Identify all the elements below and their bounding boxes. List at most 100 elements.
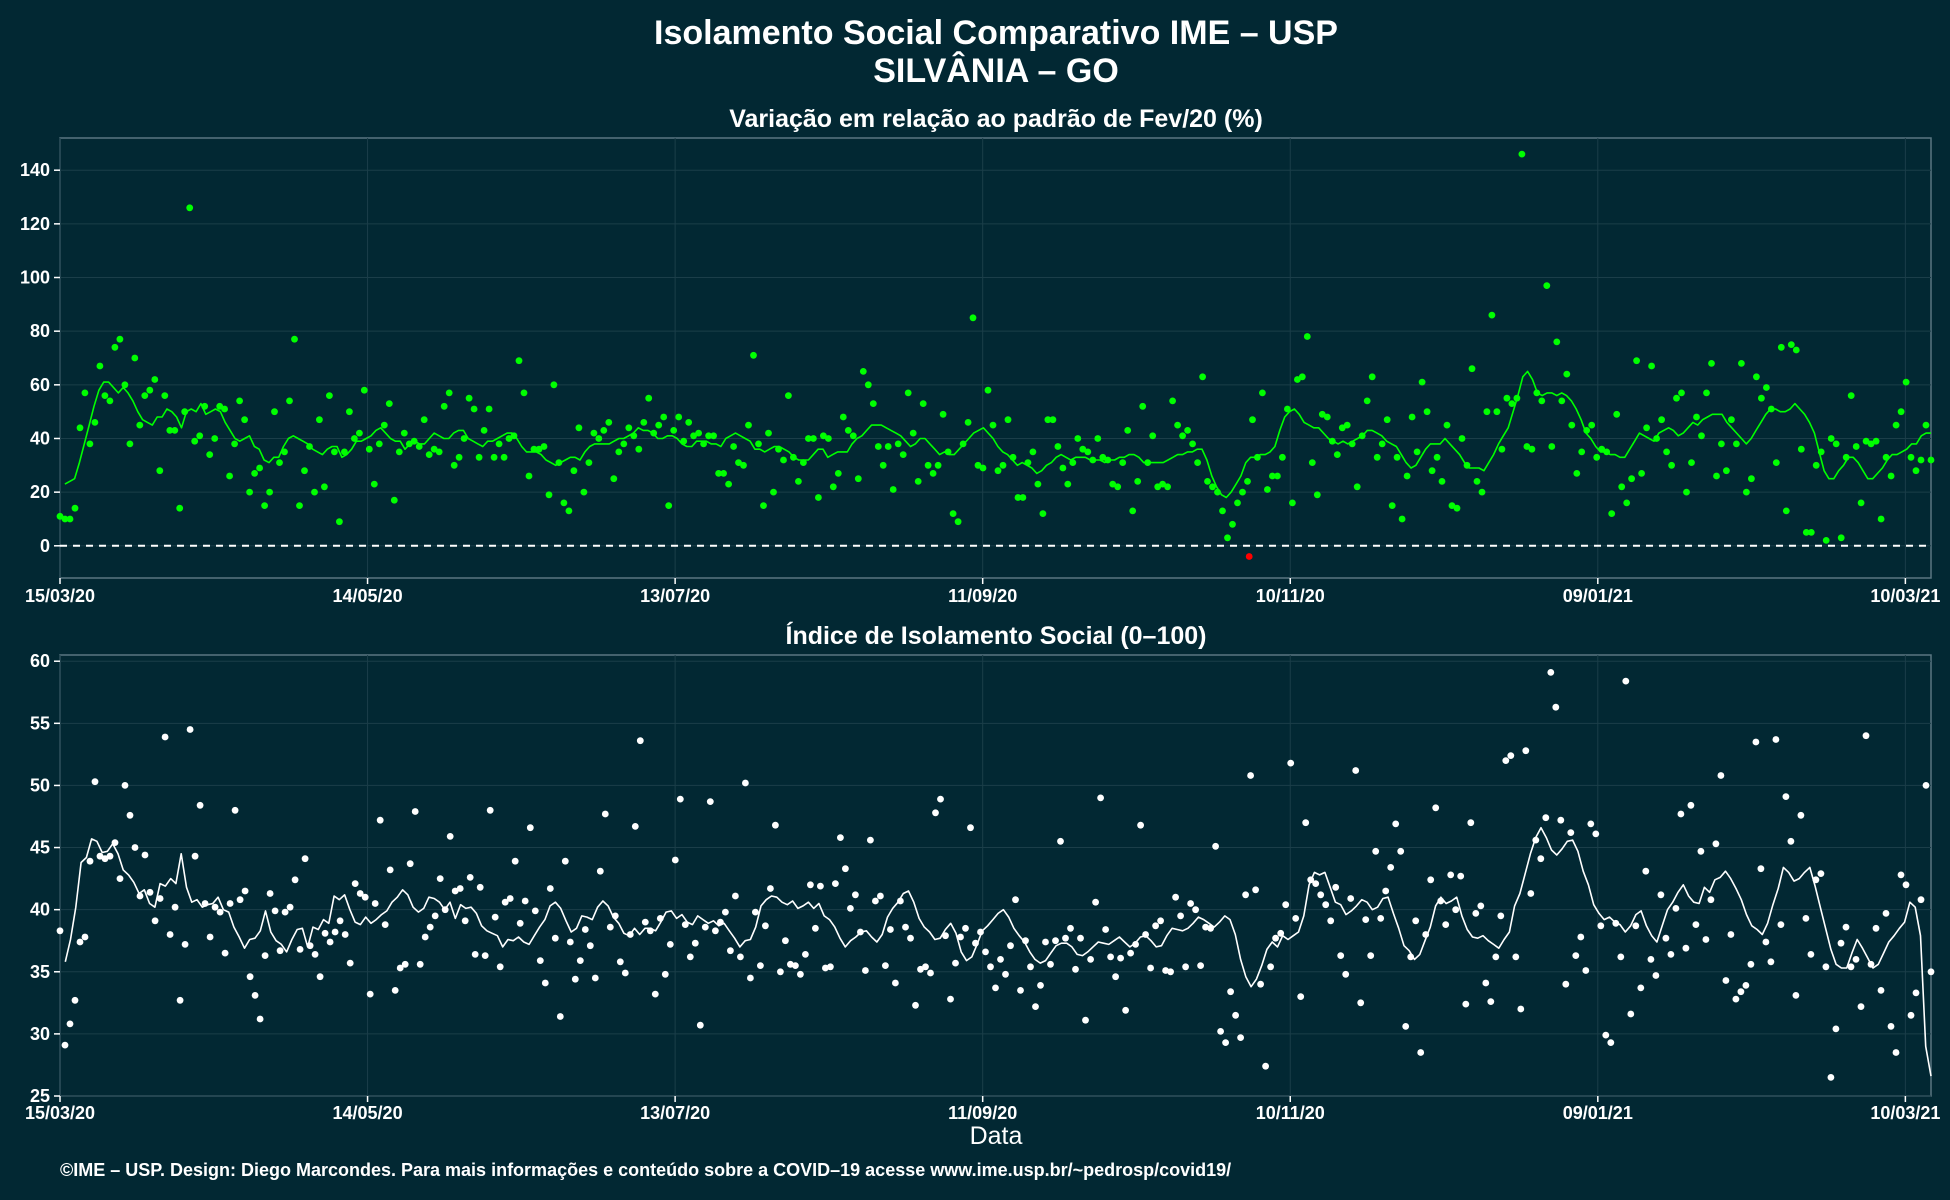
data-point <box>1134 478 1142 485</box>
data-point <box>1753 373 1760 381</box>
y-tick-label: 100 <box>20 268 50 288</box>
data-point <box>1052 937 1059 945</box>
data-point <box>1313 491 1321 499</box>
data-point <box>370 480 378 488</box>
data-point <box>1847 392 1855 399</box>
data-point <box>1887 1023 1895 1030</box>
data-point <box>712 927 719 935</box>
data-point <box>825 435 832 442</box>
x-axis-label: Data <box>970 1122 1023 1150</box>
data-point <box>1658 416 1665 424</box>
data-point <box>136 421 144 429</box>
data-point <box>1917 896 1925 904</box>
data-point <box>737 953 744 961</box>
x-tick-label: 15/03/20 <box>25 586 95 606</box>
x-tick-label: 13/07/20 <box>640 586 710 606</box>
data-point <box>490 453 498 461</box>
data-point <box>1572 952 1580 959</box>
data-point <box>1152 922 1159 930</box>
data-point <box>1683 488 1690 496</box>
data-point <box>1159 480 1166 488</box>
data-point <box>81 389 89 397</box>
data-point <box>715 470 722 477</box>
data-point <box>1337 952 1345 959</box>
data-point <box>441 906 449 914</box>
data-point <box>331 448 338 456</box>
data-point <box>767 885 774 892</box>
data-point <box>151 376 159 383</box>
data-point <box>1097 794 1104 802</box>
data-point <box>286 397 293 405</box>
data-point <box>1422 931 1430 938</box>
data-point <box>415 443 423 450</box>
data-point <box>116 875 124 882</box>
data-point <box>171 903 179 911</box>
y-tick-label: 55 <box>30 713 50 733</box>
data-point <box>1124 427 1132 434</box>
data-point <box>231 806 239 814</box>
data-point <box>1698 432 1705 440</box>
data-point <box>360 386 368 394</box>
data-point <box>586 942 594 950</box>
data-point <box>1608 510 1616 517</box>
data-point <box>1877 515 1885 523</box>
data-point <box>742 779 749 787</box>
data-point <box>565 507 573 515</box>
data-point <box>600 427 608 434</box>
data-point <box>1347 895 1355 902</box>
data-point <box>321 483 328 491</box>
y-tick-label: 60 <box>30 651 50 671</box>
data-point <box>491 913 499 921</box>
data-point <box>1588 421 1596 429</box>
variation-panel-title: Variação em relação ao padrão de Fev/20 … <box>729 105 1263 133</box>
data-point <box>725 480 732 488</box>
data-point <box>211 435 219 442</box>
y-tick-label: 50 <box>30 775 50 795</box>
data-point <box>1274 472 1281 480</box>
data-point <box>196 432 204 440</box>
data-point <box>590 429 598 437</box>
data-point <box>977 928 984 936</box>
data-point <box>630 432 638 440</box>
data-point <box>480 427 488 434</box>
data-point <box>1387 864 1395 871</box>
x-tick-label: 11/09/20 <box>948 1103 1017 1123</box>
data-point <box>431 912 439 920</box>
data-point <box>1363 397 1371 405</box>
data-point <box>1207 924 1214 932</box>
data-point <box>944 448 952 456</box>
data-point <box>141 392 149 399</box>
data-point <box>1648 362 1655 370</box>
data-point <box>501 898 509 906</box>
data-point <box>1733 440 1740 448</box>
data-point <box>650 429 658 437</box>
data-point <box>111 839 119 846</box>
data-point <box>460 435 468 442</box>
data-point <box>832 880 839 887</box>
data-point <box>1852 443 1860 450</box>
negative-data-point <box>1245 553 1253 560</box>
data-point <box>351 435 358 442</box>
data-point <box>496 963 504 971</box>
data-point <box>797 970 804 978</box>
data-point <box>1492 953 1500 961</box>
data-point <box>326 938 334 946</box>
data-point <box>1837 939 1845 947</box>
data-point <box>1742 982 1750 989</box>
data-point <box>241 887 249 895</box>
data-point <box>336 518 343 526</box>
data-point <box>691 939 699 947</box>
data-point <box>1174 421 1181 429</box>
data-point <box>839 413 847 421</box>
data-point <box>151 917 159 925</box>
data-point <box>1332 883 1340 891</box>
data-point <box>1252 886 1259 894</box>
data-point <box>206 933 214 941</box>
data-point <box>1682 944 1690 952</box>
data-point <box>1762 938 1770 946</box>
data-point <box>1443 421 1451 429</box>
x-tick-label: 10/03/21 <box>1870 586 1940 606</box>
data-point <box>86 857 94 865</box>
data-point <box>872 897 879 905</box>
